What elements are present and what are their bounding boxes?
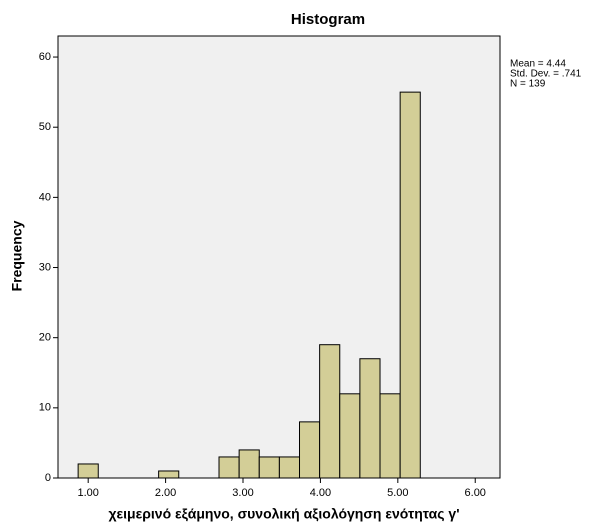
x-tick-label: 4.00: [310, 487, 331, 499]
bar: [379, 393, 401, 479]
bar: [218, 456, 240, 479]
chart-title: Histogram: [291, 11, 365, 28]
bar: [399, 91, 421, 479]
y-tick-label: 60: [39, 51, 51, 63]
x-tick-label: 2.00: [155, 487, 176, 499]
bar: [299, 421, 321, 479]
x-tick-label: 5.00: [387, 487, 408, 499]
bar: [319, 344, 341, 479]
x-tick-label: 6.00: [465, 487, 486, 499]
bar: [158, 470, 180, 479]
bar: [77, 463, 99, 479]
bar: [238, 449, 260, 479]
x-tick-label: 3.00: [232, 487, 253, 499]
y-axis-label: Frequency: [9, 220, 25, 291]
bar: [258, 456, 280, 479]
bar: [339, 393, 361, 479]
y-tick-label: 10: [39, 402, 51, 414]
y-tick-label: 20: [39, 332, 51, 344]
bar: [359, 358, 381, 479]
y-tick-label: 0: [45, 472, 51, 484]
bar: [278, 456, 301, 479]
stat-label: N = 139: [510, 79, 546, 90]
plot-area: [57, 35, 501, 479]
y-tick-label: 30: [39, 261, 51, 273]
y-tick-label: 40: [39, 191, 51, 203]
stat-label: Mean = 4.44: [510, 59, 566, 70]
x-axis-label: χειμερινό εξάμηνο, συνολική αξιολόγηση ε…: [108, 506, 459, 522]
stat-label: Std. Dev. = .741: [510, 69, 582, 80]
y-tick-label: 50: [39, 121, 51, 133]
x-tick-label: 1.00: [77, 487, 98, 499]
